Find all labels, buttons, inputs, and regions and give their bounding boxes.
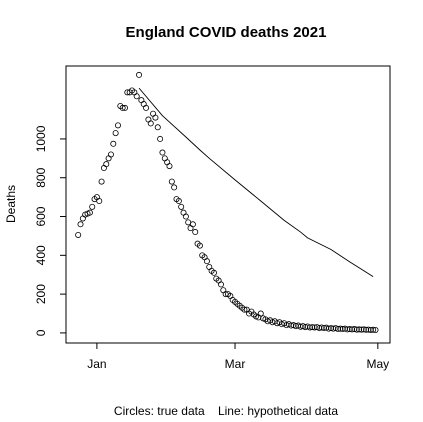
- point: [152, 114, 159, 121]
- point: [114, 122, 121, 129]
- point: [306, 324, 313, 331]
- point: [196, 242, 203, 249]
- point: [75, 231, 82, 238]
- point: [138, 97, 145, 104]
- point: [335, 326, 342, 333]
- point: [210, 269, 217, 276]
- point: [182, 213, 189, 220]
- point: [107, 151, 114, 158]
- point: [316, 325, 323, 332]
- point: [370, 326, 377, 333]
- point: [121, 104, 128, 111]
- caption: Circles: true data Line: hypothetical da…: [114, 404, 338, 418]
- point: [220, 287, 227, 294]
- x-tick-label: Jan: [87, 357, 106, 371]
- point: [344, 326, 351, 333]
- point: [203, 258, 210, 265]
- point: [147, 120, 154, 127]
- point: [103, 161, 110, 168]
- point: [311, 324, 318, 331]
- point: [330, 325, 337, 332]
- point: [164, 159, 171, 166]
- y-tick-label: 200: [34, 284, 48, 304]
- x-tick-label: May: [366, 357, 389, 371]
- point: [136, 71, 143, 78]
- y-tick-label: 400: [34, 245, 48, 265]
- point: [112, 130, 119, 137]
- point: [79, 215, 86, 222]
- point: [320, 325, 327, 332]
- point: [192, 229, 199, 236]
- y-tick-label: 0: [34, 329, 48, 336]
- point: [178, 203, 185, 210]
- point: [143, 104, 150, 111]
- point: [154, 124, 161, 131]
- point: [105, 155, 112, 162]
- point: [365, 326, 372, 333]
- line: [138, 87, 374, 278]
- point: [119, 104, 126, 111]
- point: [166, 163, 173, 170]
- point: [206, 263, 213, 270]
- point: [171, 184, 178, 191]
- point: [356, 326, 363, 333]
- point: [309, 324, 316, 331]
- point: [86, 209, 93, 216]
- point: [325, 325, 332, 332]
- point: [100, 165, 107, 172]
- point: [360, 326, 367, 333]
- point: [337, 325, 344, 332]
- point: [145, 116, 152, 123]
- chart-title: England COVID deaths 2021: [126, 24, 327, 41]
- point: [257, 310, 264, 317]
- point: [353, 326, 360, 333]
- point: [328, 325, 335, 332]
- point: [150, 110, 157, 117]
- point: [217, 281, 224, 288]
- point: [297, 323, 304, 330]
- point: [339, 326, 346, 333]
- y-axis-label: Deaths: [4, 185, 18, 223]
- y-tick-label: 1000: [34, 125, 48, 152]
- point: [346, 326, 353, 333]
- point: [358, 326, 365, 333]
- point: [349, 326, 356, 333]
- point: [318, 324, 325, 331]
- point: [161, 155, 168, 162]
- point: [288, 322, 295, 329]
- point: [140, 101, 147, 108]
- point: [159, 149, 166, 156]
- point: [175, 198, 182, 205]
- y-tick-label: 800: [34, 167, 48, 187]
- point: [363, 326, 370, 333]
- point: [180, 209, 187, 216]
- point: [372, 327, 379, 334]
- point: [351, 326, 358, 333]
- point: [367, 327, 374, 334]
- point: [77, 221, 84, 228]
- plot-frame: [65, 65, 391, 344]
- point: [292, 323, 299, 330]
- point: [302, 324, 309, 331]
- point: [89, 203, 96, 210]
- point: [157, 135, 164, 142]
- y-tick-label: 600: [34, 206, 48, 226]
- point: [98, 178, 105, 185]
- point: [241, 306, 248, 313]
- point: [187, 225, 194, 232]
- point: [168, 178, 175, 185]
- point: [189, 221, 196, 228]
- point: [133, 93, 140, 100]
- point: [96, 198, 103, 205]
- x-tick-label: Mar: [225, 357, 246, 371]
- point: [110, 140, 117, 147]
